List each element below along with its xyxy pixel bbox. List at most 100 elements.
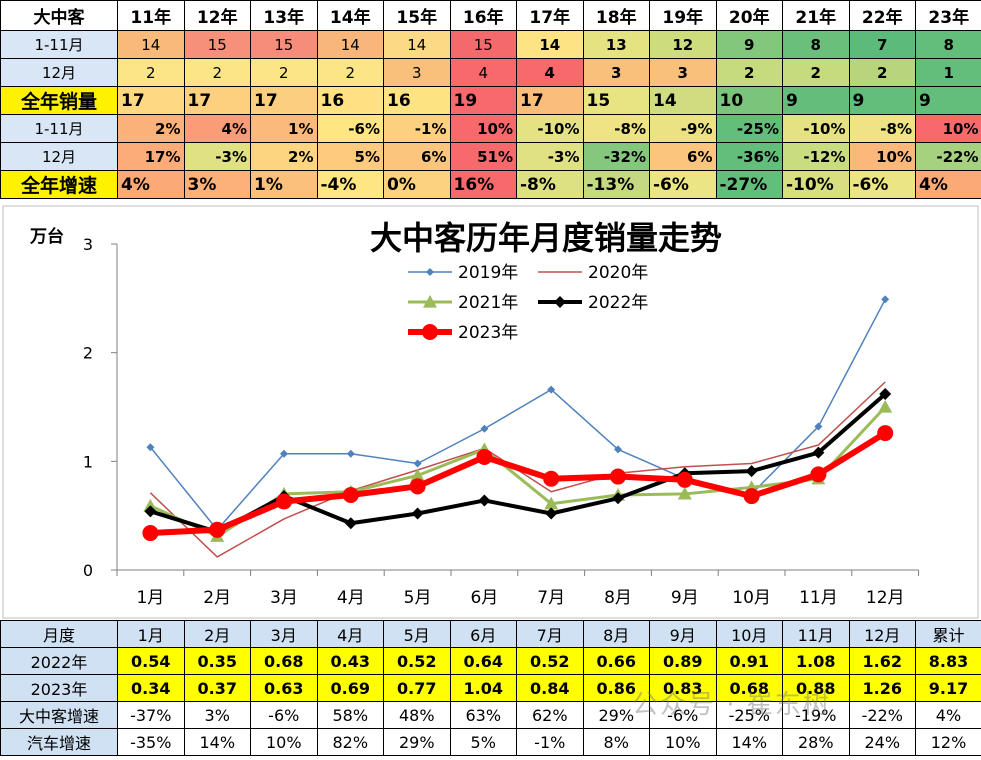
summary-cell: 10 — [715, 86, 783, 115]
year-header: 20年 — [715, 0, 783, 31]
summary-cell: -27% — [715, 170, 783, 199]
summary-cell: 1% — [250, 170, 318, 199]
data-cell: 62% — [516, 701, 584, 729]
row-label: 2022年 — [0, 647, 118, 675]
data-cell: 1.26 — [848, 674, 916, 702]
legend-label: 2021年 — [458, 293, 518, 313]
data-cell: 3% — [183, 701, 251, 729]
data-point — [543, 470, 560, 487]
month-header: 5月 — [383, 620, 451, 648]
year-header: 13年 — [250, 0, 318, 31]
data-point — [346, 449, 355, 458]
summary-cell: 6% — [649, 142, 717, 171]
data-cell: 0.64 — [449, 647, 517, 675]
data-point — [476, 448, 493, 465]
data-cell: 1.04 — [449, 674, 517, 702]
data-cell: 29% — [582, 701, 650, 729]
series-layer — [142, 295, 894, 558]
summary-cell: 19 — [449, 86, 517, 115]
annual-summary-table: 大中客 11年 12年 13年 14年 15年 16年 17年 18年 19年 20年 21年 22年 2… — [0, 0, 981, 199]
data-cell: 0.88 — [782, 674, 850, 702]
data-cell: 0.84 — [516, 674, 584, 702]
data-point — [280, 449, 288, 458]
row-label: 2023年 — [0, 674, 118, 702]
year-header: 18年 — [582, 0, 650, 31]
legend: 2019年 2020年 2021年 2022年 2023年 — [408, 263, 648, 343]
data-cell: -6% — [250, 701, 318, 729]
month-header: 4月 — [316, 620, 384, 648]
summary-cell: 12 — [649, 30, 717, 59]
data-cell: -1% — [516, 728, 584, 756]
data-cell: 14% — [715, 728, 783, 756]
x-tick-label: 12月 — [866, 588, 905, 608]
summary-cell: 2% — [117, 114, 185, 143]
legend-item: 2023年 — [408, 323, 518, 343]
legend-item: 2022年 — [538, 293, 648, 313]
data-cell: 0.69 — [316, 674, 384, 702]
data-cell: -19% — [782, 701, 850, 729]
summary-cell: 4% — [183, 114, 251, 143]
data-cell: 0.68 — [715, 674, 783, 702]
series-line — [149, 299, 886, 531]
summary-cell: -36% — [715, 142, 783, 171]
summary-cell: 3 — [383, 58, 451, 87]
y-tick-label: 3 — [83, 235, 93, 254]
month-header: 2月 — [183, 620, 251, 648]
data-cell: 48% — [383, 701, 451, 729]
summary-cell: 0% — [383, 170, 451, 199]
summary-cell: 17 — [183, 86, 251, 115]
summary-cell: 17 — [250, 86, 318, 115]
year-header: 22年 — [848, 0, 916, 31]
legend-item: 2019年 — [408, 263, 518, 283]
data-point — [142, 525, 159, 542]
data-point — [276, 493, 292, 510]
y-tick-label: 2 — [83, 344, 93, 363]
month-header: 3月 — [250, 620, 318, 648]
summary-cell: 2 — [250, 58, 318, 87]
x-tick-label: 4月 — [337, 588, 365, 608]
data-cell: 0.86 — [582, 674, 650, 702]
summary-cell: -22% — [915, 142, 981, 171]
data-point — [877, 425, 894, 442]
year-header: 21年 — [782, 0, 850, 31]
summary-cell: -6% — [316, 114, 384, 143]
summary-row: 12月 17% -3% 2% 5% 6% 51% -3% -32% 6% -36% -12% 10% -2… — [0, 142, 981, 171]
summary-cell: -13% — [582, 170, 650, 199]
month-header: 11月 — [782, 620, 850, 648]
data-point — [423, 295, 437, 308]
summary-cell: 5% — [316, 142, 384, 171]
summary-cell: 14 — [316, 30, 384, 59]
data-point — [478, 494, 491, 507]
summary-cell: 10% — [848, 142, 916, 171]
summary-cell: 3% — [183, 170, 251, 199]
legend-label: 2022年 — [588, 293, 648, 313]
legend-label: 2020年 — [588, 263, 648, 283]
data-point — [426, 268, 434, 276]
legend-item: 2021年 — [408, 293, 518, 313]
y-tick-label: 0 — [83, 561, 93, 580]
summary-cell: 10% — [915, 114, 981, 143]
year-header-row: 大中客 11年 12年 13年 14年 15年 16年 17年 18年 19年 20年 21年 22年 2… — [0, 0, 981, 31]
data-point — [614, 445, 622, 454]
summary-row: 1-11月 2% 4% 1% -6% -1% 10% -10% -8% -9% -25% -10% -8… — [0, 114, 981, 143]
data-cell: 1.62 — [848, 647, 916, 675]
data-cell: 0.54 — [117, 647, 185, 675]
data-cell: 0.91 — [715, 647, 783, 675]
data-cell: 10% — [250, 728, 318, 756]
summary-cell: -6% — [848, 170, 916, 199]
year-header: 12年 — [183, 0, 251, 31]
summary-cell: 51% — [449, 142, 517, 171]
data-point — [743, 488, 760, 505]
data-point — [544, 496, 559, 510]
data-cell: 0.68 — [250, 647, 318, 675]
summary-cell: 4% — [117, 170, 185, 199]
x-tick-label: 11月 — [799, 588, 838, 608]
summary-cell: 16 — [316, 86, 384, 115]
series-line — [150, 430, 887, 537]
data-cell: -37% — [117, 701, 185, 729]
data-cell: 5% — [449, 728, 517, 756]
data-point — [547, 385, 556, 394]
data-cell: 24% — [848, 728, 916, 756]
data-point — [144, 505, 157, 518]
summary-cell: 14 — [649, 86, 717, 115]
